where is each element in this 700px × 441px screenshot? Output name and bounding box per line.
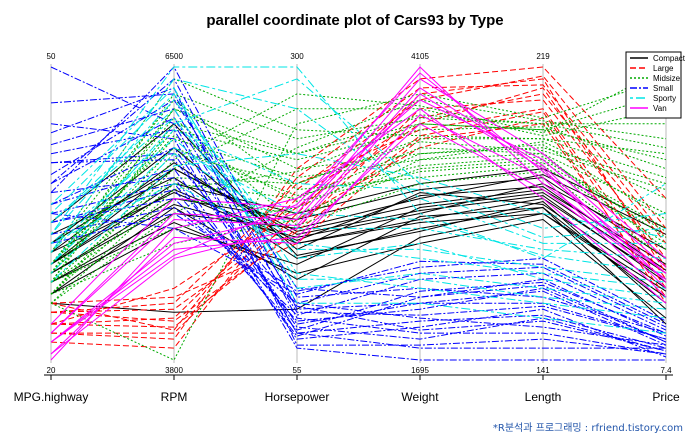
series-line-small (50, 168, 667, 358)
legend-label-midsize: Midsize (653, 74, 681, 83)
series-line-small (50, 117, 667, 340)
series-line-midsize (50, 138, 667, 274)
series-line-compact (50, 147, 667, 289)
series-line-compact (50, 192, 667, 295)
series-line-midsize (50, 138, 667, 265)
axis-min-label: 1695 (411, 366, 429, 375)
axis-name-label: Price (652, 390, 680, 404)
axis-min-label: 3800 (165, 366, 183, 375)
series-line-midsize (50, 123, 667, 304)
series-line-compact (50, 168, 667, 283)
series-line-van (50, 66, 667, 343)
axis-min-label: 141 (536, 366, 550, 375)
series-line-large (50, 84, 667, 331)
series-line-sporty (50, 99, 667, 298)
series-line-small (50, 93, 667, 355)
series-line-sporty (50, 108, 667, 304)
series-line-small (50, 189, 667, 334)
series-line-van (50, 78, 667, 334)
series-line-sporty (50, 153, 667, 274)
series-line-midsize (50, 108, 667, 283)
series-line-large (50, 75, 667, 349)
legend-label-compact: Compact (653, 54, 686, 63)
series-line-midsize (50, 93, 667, 283)
series-line-large (50, 123, 667, 304)
series-line-sporty (50, 147, 667, 274)
series-line-compact (50, 123, 667, 310)
series-line-small (50, 183, 667, 343)
series-line-midsize (50, 153, 667, 295)
legend-box (625, 51, 682, 119)
series-line-small (50, 123, 666, 361)
series-line-small (50, 206, 667, 328)
lines-layer (50, 66, 667, 361)
axis-name-label: Weight (401, 390, 439, 404)
series-line-sporty (50, 153, 667, 283)
legend-label-sporty: Sporty (653, 94, 676, 103)
series-line-sporty (50, 78, 667, 265)
series-line-midsize (50, 99, 667, 253)
series-line-large (50, 87, 667, 325)
axis-max-label: 4105 (411, 52, 429, 61)
axis-min-label: 20 (47, 366, 56, 375)
series-line-midsize (50, 144, 667, 283)
legend-label-large: Large (653, 64, 674, 73)
series-line-small (50, 99, 667, 337)
axis-max-label: 219 (536, 52, 550, 61)
series-line-compact (50, 168, 667, 265)
axis-max-label: 6500 (165, 52, 183, 61)
axis-name-label: RPM (161, 390, 188, 404)
series-line-sporty (50, 93, 667, 319)
series-line-van (50, 87, 667, 334)
legend-label-van: Van (653, 104, 667, 113)
series-line-sporty (50, 117, 667, 310)
axis-min-label: 55 (293, 366, 302, 375)
series-line-sporty (50, 129, 667, 253)
axis-max-label: 300 (290, 52, 304, 61)
series-line-midsize (50, 78, 667, 361)
series-line-small (50, 78, 667, 340)
footer-credit: *R분석과 프로그래밍 : rfriend.tistory.com (493, 422, 683, 434)
series-line-van (50, 114, 667, 355)
series-line-sporty (50, 183, 667, 283)
series-line-sporty (50, 87, 667, 334)
series-line-compact (50, 206, 667, 325)
axis-name-label: Horsepower (265, 390, 330, 404)
axis-name-label: Length (525, 390, 562, 404)
series-line-van (50, 72, 667, 343)
legend-label-small: Small (653, 84, 673, 93)
series-line-van (50, 99, 667, 325)
series-line-small (50, 177, 667, 343)
series-line-small (50, 213, 667, 325)
series-line-midsize (50, 126, 667, 274)
series-line-van (50, 123, 667, 343)
series-line-large (50, 99, 667, 328)
series-line-compact (50, 183, 667, 274)
axis-min-label: 7.4 (660, 366, 672, 375)
chart-title: parallel coordinate plot of Cars93 by Ty… (206, 12, 503, 29)
labels-layer: 50 20 MPG.highway 6500 3800 RPM 300 55 Horsepowe… (14, 52, 680, 404)
series-line-midsize (50, 141, 667, 283)
series-line-midsize (50, 99, 667, 304)
series-line-compact (50, 177, 667, 274)
axis-name-label: MPG.highway (14, 390, 89, 404)
axis-max-label: 50 (47, 52, 56, 61)
series-line-midsize (50, 117, 667, 265)
series-line-large (50, 93, 667, 325)
